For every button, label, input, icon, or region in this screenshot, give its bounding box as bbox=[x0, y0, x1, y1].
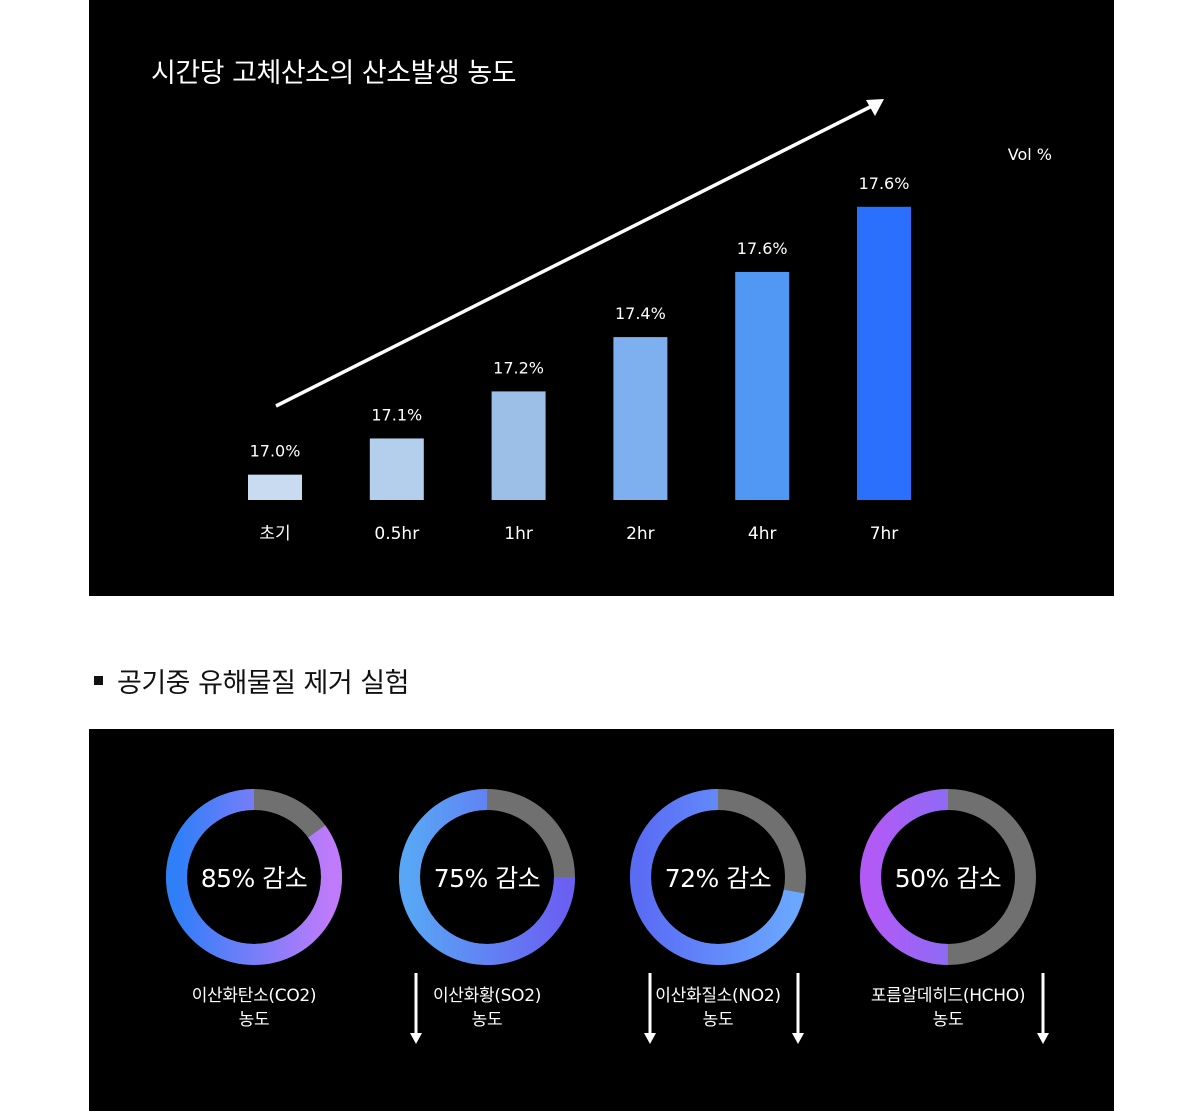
bar-1 bbox=[369, 438, 424, 500]
value-label: 17.0% bbox=[250, 442, 301, 461]
pollutant-sub: 농도 bbox=[932, 1010, 964, 1030]
section-title-text: 공기중 유해물질 제거 실험 bbox=[117, 667, 410, 699]
value-label: 17.4% bbox=[615, 304, 666, 323]
category-label: 7hr bbox=[870, 524, 899, 544]
category-label: 4hr bbox=[748, 524, 777, 544]
removal-experiment-panel: 85% 감소 이산화탄소(CO2) 농도 75% 감소 이산화황(SO2) 농도… bbox=[89, 729, 1114, 1111]
bullet-icon bbox=[94, 675, 103, 685]
pollutant-name: 이산화질소(NO2) bbox=[655, 986, 781, 1006]
donut-co2: 85% 감소 이산화탄소(CO2) 농도 bbox=[166, 789, 422, 1044]
bar-0 bbox=[248, 474, 302, 500]
donut-reduced-arc bbox=[166, 789, 342, 965]
donut-hcho: 50% 감소 포름알데히드(HCHO) 농도 bbox=[860, 789, 1049, 1044]
bar-chart: 시간당 고체산소의 산소발생 농도 Vol % 17.0% 초기 17.1% 0.5hr 1… bbox=[151, 58, 1052, 544]
value-label: 17.2% bbox=[493, 358, 544, 377]
chart-title: 시간당 고체산소의 산소발생 농도 bbox=[151, 58, 516, 89]
donut-ring bbox=[166, 789, 342, 965]
bar-5 bbox=[857, 206, 911, 500]
category-label: 0.5hr bbox=[374, 524, 419, 544]
donut-no2: 72% 감소 이산화질소(NO2) 농도 bbox=[630, 789, 806, 1044]
donut-reduced-arc bbox=[399, 789, 575, 965]
donut-center-text: 72% 감소 bbox=[664, 864, 772, 893]
down-arrow-icon bbox=[792, 973, 804, 1044]
donut-so2: 75% 감소 이산화황(SO2) 농도 bbox=[399, 789, 656, 1044]
donut-reduced-arc bbox=[860, 789, 1036, 965]
donut-caption: 포름알데히드(HCHO) 농도 bbox=[858, 984, 1038, 1032]
category-label: 2hr bbox=[626, 524, 655, 544]
pollutant-name: 이산화황(SO2) bbox=[432, 986, 542, 1006]
bar-4 bbox=[735, 271, 790, 500]
donut-center-text: 75% 감소 bbox=[433, 864, 541, 893]
donut-center-text: 85% 감소 bbox=[200, 864, 308, 893]
category-label: 초기 bbox=[259, 524, 290, 544]
donut-ring bbox=[630, 789, 806, 965]
bar-3 bbox=[613, 337, 668, 500]
section-heading: 공기중 유해물질 제거 실험 bbox=[94, 662, 410, 699]
donut-ring bbox=[860, 789, 1036, 965]
trend-arrow-head bbox=[866, 99, 884, 116]
pollutant-name: 포름알데히드(HCHO) bbox=[870, 986, 1026, 1006]
oxygen-chart-panel: 시간당 고체산소의 산소발생 농도 Vol % 17.0% 초기 17.1% 0.5hr 1… bbox=[89, 0, 1114, 596]
down-arrow-icon bbox=[410, 973, 422, 1044]
donut-caption: 이산화황(SO2) 농도 bbox=[397, 984, 577, 1032]
bar-2 bbox=[491, 391, 546, 500]
down-arrow-icon bbox=[1037, 973, 1049, 1044]
donut-center-text: 50% 감소 bbox=[894, 864, 1002, 893]
donut-ring bbox=[399, 789, 575, 965]
pollutant-sub: 농도 bbox=[471, 1010, 503, 1030]
value-label: 17.6% bbox=[737, 239, 788, 258]
unit-label: Vol % bbox=[1008, 145, 1052, 164]
donut-caption: 이산화질소(NO2) 농도 bbox=[628, 984, 808, 1032]
down-arrow-icon bbox=[644, 973, 656, 1044]
category-label: 1hr bbox=[504, 524, 533, 544]
pollutant-sub: 농도 bbox=[702, 1010, 734, 1030]
value-label: 17.6% bbox=[859, 174, 910, 193]
pollutant-name: 이산화탄소(CO2) bbox=[191, 986, 317, 1006]
donut-caption: 이산화탄소(CO2) 농도 bbox=[164, 984, 344, 1032]
donut-reduced-arc bbox=[630, 789, 806, 965]
pollutant-sub: 농도 bbox=[238, 1010, 270, 1030]
trend-arrow-line bbox=[275, 104, 873, 408]
value-label: 17.1% bbox=[371, 405, 422, 424]
